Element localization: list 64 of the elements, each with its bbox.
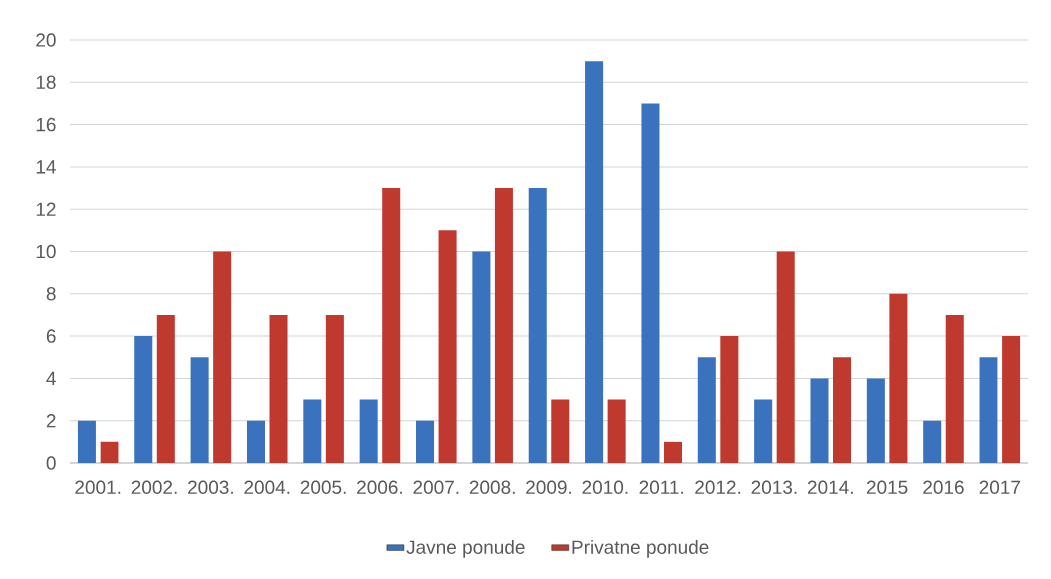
x-tick-label: 2015 [866, 480, 908, 494]
x-tick-label: 2003. [188, 480, 233, 494]
bar [697, 357, 716, 463]
x-tick-label: 2011. [639, 480, 684, 494]
y-tick-label: 0 [46, 456, 56, 470]
bar [889, 293, 908, 463]
bar [641, 103, 660, 463]
x-tick-label: 2001. [75, 480, 121, 494]
bar [551, 399, 570, 463]
bar [494, 188, 513, 463]
y-tick-label: 4 [46, 371, 56, 385]
legend-label: Javne ponude [406, 539, 525, 558]
bar [190, 357, 209, 463]
bar [156, 314, 175, 463]
x-tick-label: 2005. [300, 480, 346, 494]
bar [776, 251, 795, 463]
bar [359, 399, 378, 463]
x-tick-label: 2006. [357, 480, 402, 494]
bar [720, 336, 739, 463]
x-tick-label: 2014. [807, 480, 853, 494]
y-tick-label: 6 [46, 329, 56, 343]
bar [325, 314, 344, 463]
bar [213, 251, 232, 463]
y-tick-label: 20 [36, 33, 56, 47]
y-tick-label: 14 [36, 160, 56, 174]
bar [246, 420, 265, 463]
x-tick-label: 2004. [244, 480, 290, 494]
bar [269, 314, 288, 463]
x-tick-label: 2002. [131, 480, 177, 494]
bar [810, 378, 829, 463]
bar [303, 399, 322, 463]
bar [382, 188, 401, 463]
bar [866, 378, 885, 463]
bar [585, 61, 604, 463]
bar [77, 420, 96, 463]
x-tick-label: 2017 [979, 480, 1021, 494]
bar [945, 314, 964, 463]
x-tick-label: 2012. [695, 480, 741, 494]
bar [100, 441, 119, 463]
x-tick-label: 2008. [469, 480, 515, 494]
x-tick-label: 2010. [582, 480, 628, 494]
bar [607, 399, 626, 463]
y-tick-label: 16 [36, 117, 56, 132]
bar [472, 251, 491, 463]
y-tick-label: 18 [36, 75, 56, 90]
bar [134, 336, 153, 463]
x-tick-label: 2016 [923, 480, 964, 494]
bar [833, 357, 852, 463]
y-tick-label: 10 [36, 244, 56, 259]
bar [979, 357, 998, 463]
x-tick-label: 2009. [526, 480, 572, 494]
bar [416, 420, 435, 463]
legend-label: Privatne ponude [572, 539, 709, 558]
x-tick-label: 2007. [413, 480, 459, 494]
bar [754, 399, 773, 463]
bar [1002, 336, 1021, 463]
bar [923, 420, 942, 463]
bar [663, 441, 682, 463]
y-tick-label: 12 [36, 202, 56, 216]
y-tick-label: 2 [46, 414, 56, 428]
x-tick-label: 2013. [751, 480, 797, 494]
bar [528, 188, 547, 463]
bar [438, 230, 457, 463]
y-tick-label: 8 [46, 287, 56, 301]
